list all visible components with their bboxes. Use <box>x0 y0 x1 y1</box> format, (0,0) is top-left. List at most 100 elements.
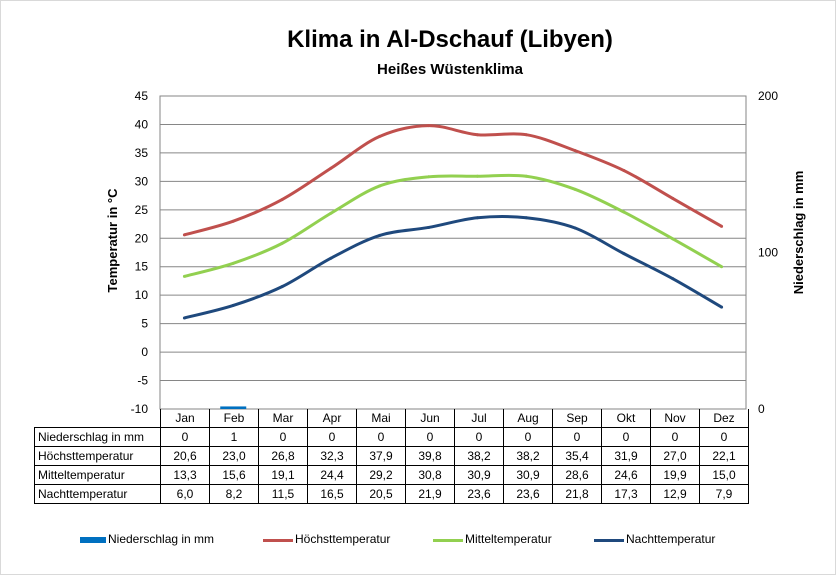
table-corner <box>35 409 161 428</box>
y-tick-label: 35 <box>135 146 149 160</box>
legend-label: Niederschlag in mm <box>108 532 215 546</box>
y-tick-label: 10 <box>135 288 149 302</box>
legend-item: Höchsttemperatur <box>263 532 390 546</box>
table-row-label: Mitteltemperatur <box>34 465 161 485</box>
table-row: Mitteltemperatur 13,3 15,6 19,1 24,4 29,2 30,8… <box>34 465 749 485</box>
data-point <box>427 175 431 179</box>
legend-item: Niederschlag in mm <box>80 532 214 546</box>
data-point <box>573 187 577 191</box>
series-line-1 <box>184 124 723 237</box>
data-label: 35,4 <box>552 446 602 466</box>
y-tick-label: 40 <box>135 117 149 131</box>
x-tick-label: Okt <box>601 409 651 428</box>
table-row-label: Höchsttemperatur <box>34 446 161 466</box>
y-tick-label: 25 <box>135 203 149 217</box>
data-point <box>329 256 333 260</box>
data-label: 24,4 <box>307 465 357 485</box>
data-label: 31,9 <box>601 446 651 466</box>
y2-tick-label: 100 <box>758 246 778 260</box>
table-row: Niederschlag in mm 0 1 0 0 0 0 0 0 0 0 0 0 <box>34 427 749 447</box>
data-point <box>280 241 284 245</box>
legend-swatch <box>80 537 106 543</box>
x-tick-label: Mai <box>356 409 406 428</box>
data-label: 1 <box>209 427 259 447</box>
data-label: 16,5 <box>307 484 357 504</box>
data-point <box>720 305 724 309</box>
data-label: 0 <box>307 427 357 447</box>
data-label: 13,3 <box>160 465 210 485</box>
data-point <box>573 226 577 230</box>
legend-label: Nachttemperatur <box>626 532 716 546</box>
data-label: 30,9 <box>454 465 504 485</box>
data-label: 20,6 <box>160 446 210 466</box>
data-label: 21,9 <box>405 484 455 504</box>
y2-tick-label: 200 <box>758 89 778 103</box>
data-point <box>475 133 479 137</box>
chart-title: Klima in Al-Dschauf (Libyen) <box>287 26 613 53</box>
y-tick-label: 45 <box>135 89 149 103</box>
data-label: 19,9 <box>650 465 700 485</box>
data-label: 39,8 <box>405 446 455 466</box>
y-tick-label: 30 <box>135 174 149 188</box>
x-tick-label: Jan <box>160 409 210 428</box>
data-label: 0 <box>160 427 210 447</box>
data-point <box>427 124 431 128</box>
data-label: 26,8 <box>258 446 308 466</box>
x-tick-label: Aug <box>503 409 553 428</box>
data-point <box>427 225 431 229</box>
data-point <box>622 210 626 214</box>
data-point <box>231 219 235 223</box>
data-label: 11,5 <box>258 484 308 504</box>
data-label: 24,6 <box>601 465 651 485</box>
data-label: 7,9 <box>699 484 749 504</box>
data-label: 19,1 <box>258 465 308 485</box>
data-label: 23,6 <box>454 484 504 504</box>
data-label: 27,0 <box>650 446 700 466</box>
legend-swatch <box>433 539 463 542</box>
x-tick-label: Apr <box>307 409 357 428</box>
legend-item: Mitteltemperatur <box>433 532 552 546</box>
data-table: Jan Feb Mar Apr Mai Jun Jul Aug Sep Okt Nov Dez Nied… <box>34 409 749 504</box>
data-label: 17,3 <box>601 484 651 504</box>
data-label: 0 <box>356 427 406 447</box>
data-label: 8,2 <box>209 484 259 504</box>
x-tick-label: Jun <box>405 409 455 428</box>
data-point <box>378 134 382 138</box>
data-label: 0 <box>503 427 553 447</box>
data-point <box>622 252 626 256</box>
data-label: 0 <box>601 427 651 447</box>
legend-label: Höchsttemperatur <box>295 532 391 546</box>
data-label: 0 <box>405 427 455 447</box>
table-row: Nachttemperatur 6,0 8,2 11,5 16,5 20,5 21,9 23,… <box>34 484 749 504</box>
data-point <box>378 233 382 237</box>
data-point <box>475 216 479 220</box>
y-tick-label: -5 <box>137 374 148 388</box>
data-point <box>182 233 186 237</box>
table-row: Höchsttemperatur 20,6 23,0 26,8 32,3 37,9 39,8… <box>34 446 749 466</box>
data-point <box>720 224 724 228</box>
x-tick-label: Jul <box>454 409 504 428</box>
precipitation-bar <box>220 406 247 409</box>
x-tick-label: Mar <box>258 409 308 428</box>
data-label: 12,9 <box>650 484 700 504</box>
data-label: 20,5 <box>356 484 406 504</box>
data-point <box>182 316 186 320</box>
y2-tick-label: 0 <box>758 402 765 416</box>
data-label: 32,3 <box>307 446 357 466</box>
y-tick-label: 5 <box>141 317 148 331</box>
data-point <box>524 216 528 220</box>
legend-swatch <box>263 539 293 542</box>
data-point <box>475 174 479 178</box>
data-point <box>524 174 528 178</box>
data-point <box>671 196 675 200</box>
data-label: 15,6 <box>209 465 259 485</box>
series-line-2 <box>184 173 723 278</box>
x-tick-label: Sep <box>552 409 602 428</box>
data-point <box>671 237 675 241</box>
data-label: 30,9 <box>503 465 553 485</box>
data-label: 38,2 <box>503 446 553 466</box>
data-label: 15,0 <box>699 465 749 485</box>
data-label: 30,8 <box>405 465 455 485</box>
data-point <box>329 166 333 170</box>
